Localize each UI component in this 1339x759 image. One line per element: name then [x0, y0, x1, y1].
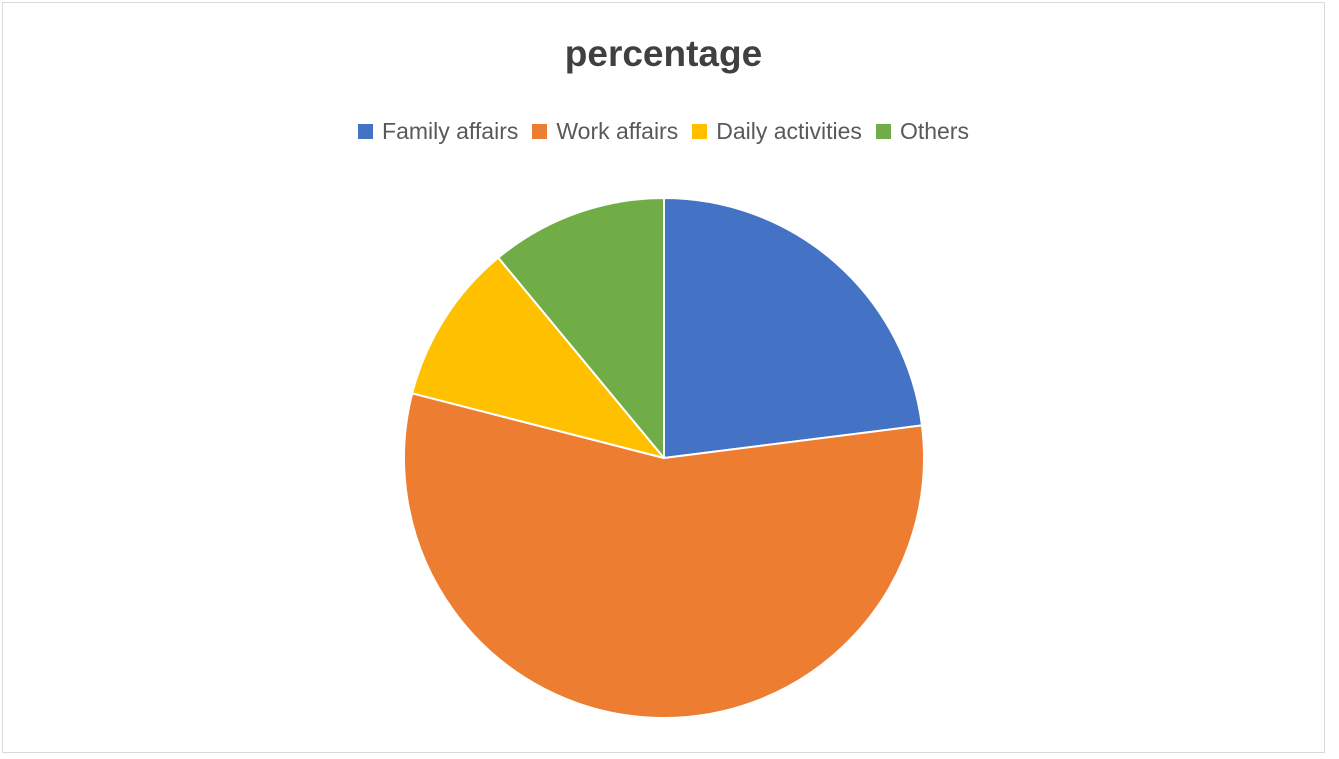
legend-item-daily-activities: Daily activities: [692, 118, 862, 145]
pie-slice-others: [497, 197, 665, 459]
pie-slice-work-affairs: [403, 392, 925, 719]
legend-swatch-others: [875, 124, 891, 139]
chart-title: percentage: [564, 33, 763, 74]
legend-item-others: Others: [875, 118, 969, 145]
legend-label-others: Others: [899, 118, 969, 144]
pie-slice-daily-activities: [411, 256, 665, 459]
legend-label-work-affairs: Work affairs: [556, 118, 679, 144]
legend-label-family-affairs: Family affairs: [382, 118, 519, 144]
legend-item-family-affairs: Family affairs: [358, 118, 518, 145]
pie-slice-family-affairs: [663, 197, 923, 459]
legend-swatch-work-affairs: [532, 124, 548, 139]
legend-swatch-daily-activities: [692, 124, 708, 139]
legend: Family affairs Work affairs Daily activi…: [3, 118, 1324, 145]
legend-label-daily-activities: Daily activities: [716, 118, 862, 144]
legend-item-work-affairs: Work affairs: [532, 118, 678, 145]
legend-swatch-family-affairs: [358, 124, 374, 139]
pie-slices: [403, 197, 925, 719]
